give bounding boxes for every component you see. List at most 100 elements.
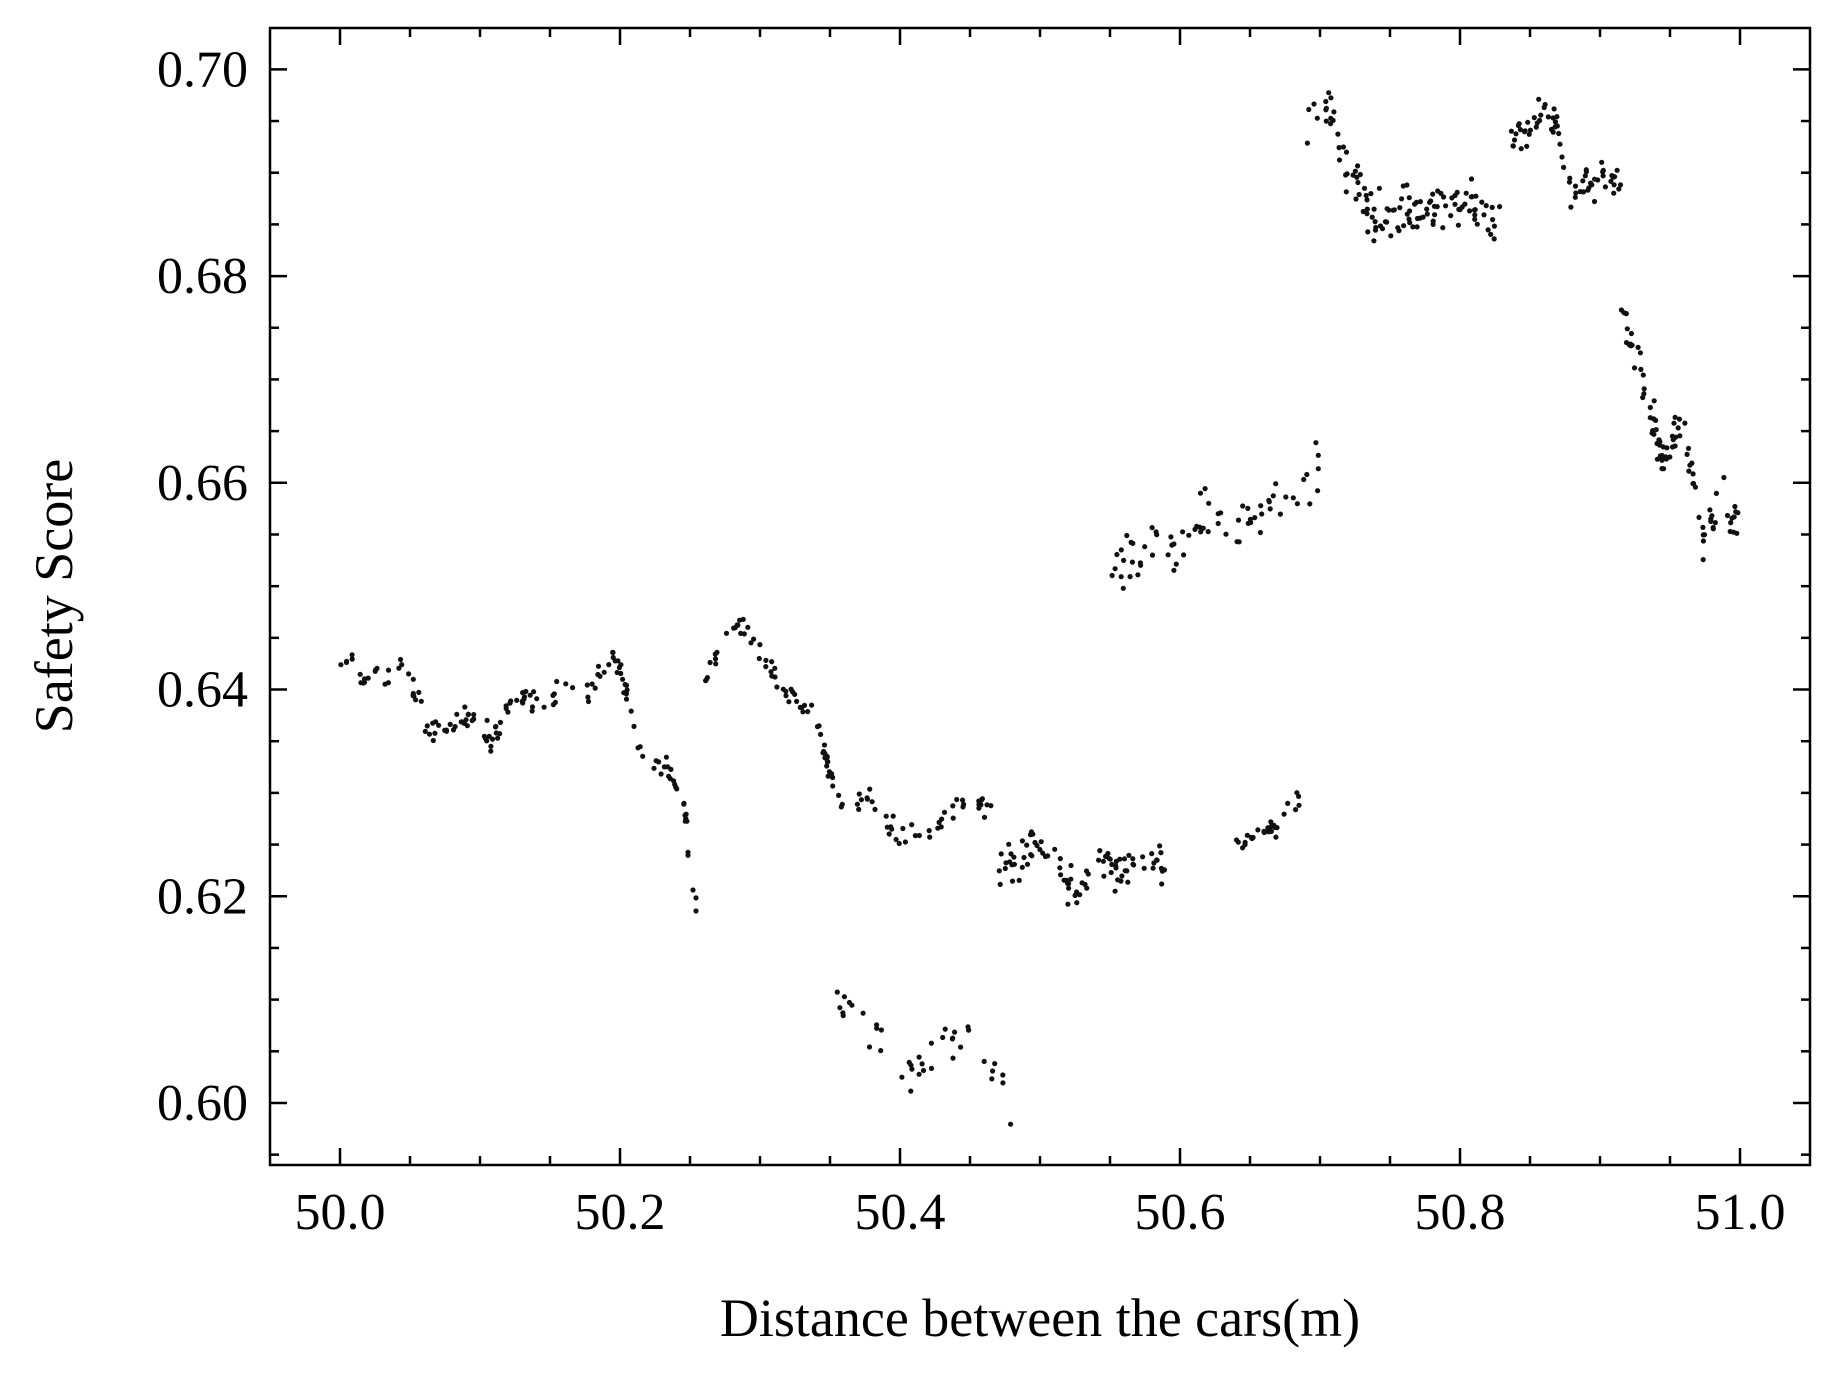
scatter-point [763,657,769,664]
scatter-point [1525,119,1531,125]
scatter-point [1223,531,1229,537]
scatter-point [595,671,601,678]
scatter-point [1511,137,1518,143]
scatter-point [950,1055,956,1061]
scatter-point [883,813,889,819]
scatter-point [1336,145,1342,151]
scatter-point [899,1074,905,1080]
scatter-point [1572,183,1579,189]
scatter-point [878,1027,885,1033]
scatter-point [1467,208,1473,214]
scatter-point [1127,574,1133,580]
scatter-point [1029,853,1035,859]
scatter-point [1580,178,1586,184]
scatter-point [1573,190,1579,196]
scatter-point [1428,198,1434,204]
scatter-point [834,989,840,995]
x-tick-label: 50.2 [575,1184,666,1241]
x-axis-label: Distance between the cars(m) [720,1288,1360,1348]
scatter-point [805,709,811,715]
scatter-point [430,720,436,726]
y-tick-label: 0.66 [157,455,248,512]
scatter-point [1669,444,1676,450]
scatter-point [1247,516,1253,523]
scatter-point [740,616,746,623]
scatter-point [1443,203,1449,209]
scatter-point [1414,224,1420,230]
scatter-point [1165,552,1171,558]
scatter-point [1371,238,1377,244]
scatter-point [1608,178,1614,184]
scatter-point [1617,182,1624,188]
data-points [338,90,1741,1127]
scatter-point [1472,207,1478,213]
scatter-point [794,698,800,705]
scatter-point [527,692,533,698]
scatter-point [589,681,595,687]
scatter-point [396,665,402,671]
scatter-point [1412,201,1418,207]
scatter-point [1323,118,1329,124]
scatter-point [1058,872,1064,878]
x-tick-label: 50.0 [295,1184,386,1241]
scatter-point [541,704,547,710]
scatter-point [966,1027,972,1033]
scatter-point [1296,793,1302,800]
scatter-point [628,708,634,714]
scatter-point [1350,172,1356,178]
scatter-point [893,836,899,843]
scatter-point [1616,186,1622,192]
scatter-point [343,659,350,666]
scatter-point [1371,206,1377,212]
scatter-point [1431,203,1437,209]
scatter-point [961,801,967,808]
scatter-point [422,728,428,735]
scatter-point [1527,127,1533,133]
scatter-point [1491,223,1497,229]
scatter-point [1435,188,1441,194]
scatter-point [920,1067,927,1074]
scatter-point [1365,229,1371,235]
scatter-point [1129,559,1135,565]
scatter-point [1653,427,1659,433]
scatter-point [1009,878,1016,884]
scatter-point [1536,96,1542,102]
scatter-point [886,831,892,837]
scatter-point [1024,842,1030,848]
scatter-point [1513,131,1519,137]
scatter-point [1255,827,1261,833]
scatter-point [1401,223,1407,229]
scatter-point [958,1044,964,1050]
scatter-point [1472,212,1478,218]
scatter-point [950,803,956,809]
scatter-point [693,908,699,914]
scatter-point [1637,350,1643,356]
scatter-point [1611,182,1617,188]
scatter-point [592,685,598,691]
scatter-point [1518,146,1524,152]
scatter-point [1508,128,1514,134]
scatter-point [1474,221,1480,227]
scatter-point [1114,551,1120,558]
scatter-point [1140,854,1146,860]
scatter-point [1538,112,1544,118]
scatter-point [1065,901,1071,907]
scatter-point [1258,503,1264,509]
scatter-point [1531,115,1537,121]
scatter-point [1364,211,1370,217]
scatter-point [1150,865,1156,871]
scatter-point [1526,131,1532,137]
scatter-point [836,792,842,799]
scatter-point [1685,445,1692,451]
scatter-point [981,814,988,820]
scatter-point [1281,811,1287,817]
scatter-point [1157,843,1163,849]
scatter-point [1623,340,1630,346]
scatter-point [1369,214,1375,220]
scatter-point [663,754,670,760]
scatter-point [1085,871,1091,877]
scatter-point [1125,879,1131,885]
scatter-point [385,667,392,673]
scatter-point [623,696,630,702]
